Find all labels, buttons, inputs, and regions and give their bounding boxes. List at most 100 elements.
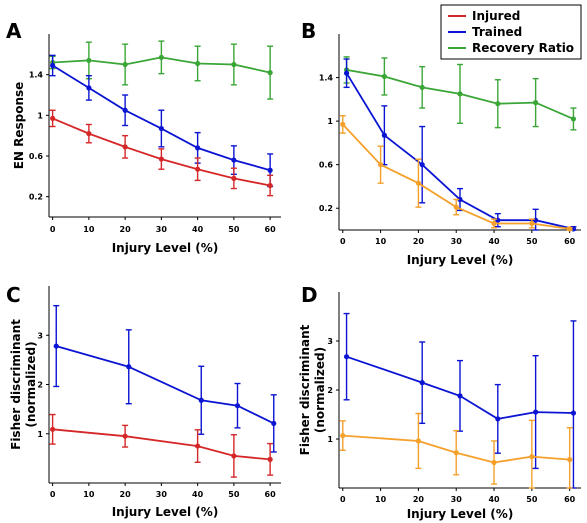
x-tick-label: 60: [265, 490, 277, 499]
x-tick-label: 10: [375, 495, 387, 504]
data-point: [122, 107, 128, 113]
data-point: [195, 60, 201, 67]
data-point: [231, 61, 237, 68]
data-point: [419, 84, 425, 90]
data-point: [419, 162, 425, 168]
data-point: [533, 100, 539, 106]
data-point: [53, 343, 59, 349]
data-point: [86, 131, 92, 137]
x-axis-label-c: Injury Level (%): [112, 505, 219, 519]
series-line: [56, 345, 275, 425]
x-tick-label: 20: [120, 225, 132, 234]
data-point: [122, 61, 128, 68]
y-tick-label: 0.6: [319, 161, 334, 170]
legend-label-trained: Trained: [472, 25, 522, 39]
y-axis-label-line: (normalized): [24, 341, 38, 427]
x-tick-label: 20: [120, 490, 132, 499]
x-axis-label-b: Injury Level (%): [407, 253, 514, 267]
panel-label-a: A: [6, 19, 22, 43]
x-tick-label: 30: [156, 225, 168, 234]
series-recovery-ratio-b: [343, 56, 577, 131]
x-tick-label: 40: [488, 237, 500, 246]
data-point: [570, 116, 577, 122]
data-point: [419, 380, 425, 386]
data-point: [158, 54, 164, 60]
data-point: [457, 393, 463, 399]
data-point: [415, 438, 422, 444]
legend: Injured Trained Recovery Ratio: [440, 4, 582, 60]
y-tick-label: 1: [327, 117, 333, 126]
panel-label-c: C: [6, 283, 21, 307]
data-point: [234, 403, 241, 409]
x-tick-label: 40: [192, 225, 204, 234]
series-injured-b: [339, 114, 573, 232]
data-point: [491, 459, 497, 466]
data-point: [381, 73, 387, 80]
x-tick-label: 10: [375, 237, 387, 246]
data-point: [495, 416, 501, 422]
data-point: [195, 443, 201, 449]
x-tick-label: 40: [488, 495, 500, 504]
x-tick-label: 30: [451, 237, 463, 246]
x-tick-label: 60: [564, 237, 576, 246]
panel-label-d: D: [301, 283, 318, 307]
x-tick-label: 0: [340, 495, 346, 504]
data-point: [457, 196, 463, 203]
panel-label-b: B: [301, 19, 316, 43]
x-tick-label: 20: [413, 495, 425, 504]
data-point: [495, 101, 501, 107]
data-point: [122, 433, 128, 439]
data-point: [86, 57, 92, 64]
data-point: [529, 220, 535, 227]
y-tick-label: 1.4: [319, 74, 334, 83]
data-point: [195, 166, 201, 172]
data-point: [340, 121, 346, 127]
y-axis-label-line: Fisher discriminant: [298, 324, 312, 455]
data-point: [381, 132, 387, 138]
data-point: [453, 450, 459, 456]
x-tick-label: 50: [228, 225, 240, 234]
x-axis-label-d: Injury Level (%): [407, 507, 514, 521]
panel-d: 0 10 20 30 40 50 60 1 2 3 Injury Level (%) Fisher d…: [298, 292, 581, 521]
series-trained-a: [49, 54, 274, 188]
series-line: [342, 434, 570, 464]
y-tick-label: 1: [37, 430, 43, 439]
data-point: [267, 167, 273, 173]
series-recovery-ratio-a: [49, 40, 274, 100]
legend-label-injured: Injured: [472, 9, 520, 23]
y-axis-label-line: EN Response: [12, 82, 26, 170]
data-point: [377, 162, 384, 168]
series-trained-d: [343, 312, 577, 489]
data-point: [231, 157, 237, 163]
y-tick-label: 1: [327, 435, 333, 444]
series-line: [346, 355, 574, 420]
data-point: [267, 456, 273, 462]
x-tick-label: 30: [156, 490, 168, 499]
series-injured-c: [49, 413, 274, 478]
legend-label-recovery-ratio: Recovery Ratio: [472, 41, 574, 55]
x-tick-label: 40: [192, 490, 204, 499]
data-point: [158, 125, 164, 132]
panel-b: 0 10 20 30 40 50 60 0.2 0.6 1 1.4 Injury Level (%): [319, 34, 581, 267]
data-point: [343, 354, 350, 360]
data-point: [195, 145, 201, 151]
y-axis-label-line: (normalized): [313, 347, 327, 433]
y-tick-label: 0.2: [29, 193, 43, 202]
x-tick-label: 0: [50, 490, 56, 499]
y-axis-label-c: Fisher discriminant(normalized): [9, 319, 38, 450]
data-point: [340, 432, 346, 439]
data-point: [533, 409, 539, 415]
data-point: [50, 62, 56, 69]
data-point: [267, 70, 273, 76]
y-tick-label: 1.4: [29, 71, 44, 80]
data-point: [126, 364, 132, 370]
data-point: [86, 85, 92, 91]
data-point: [198, 397, 204, 403]
y-axis-label-a: EN Response: [12, 82, 26, 170]
y-tick-label: 2: [327, 386, 333, 395]
y-axis-label-d: Fisher discriminant(normalized): [298, 324, 327, 455]
data-point: [415, 180, 422, 186]
x-tick-label: 50: [526, 237, 538, 246]
y-tick-label: 0.6: [29, 152, 44, 161]
